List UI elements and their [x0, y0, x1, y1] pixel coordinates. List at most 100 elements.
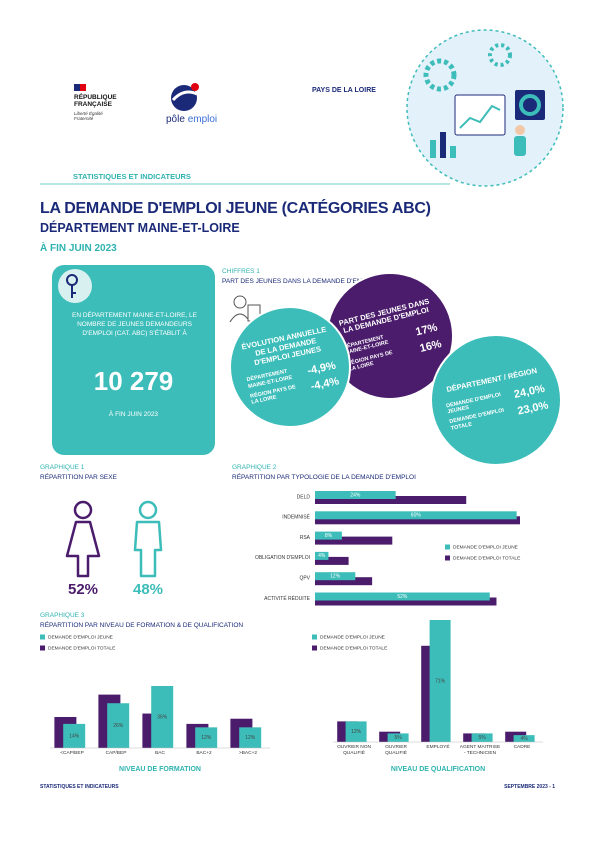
legend-swatch — [40, 645, 45, 651]
bar — [195, 727, 218, 748]
panel-donut — [519, 94, 541, 116]
icon-head — [138, 500, 158, 520]
value-label: 4% — [520, 736, 528, 742]
bar — [151, 686, 174, 748]
axis-title: NIVEAU DE FORMATION — [119, 766, 201, 773]
value-label: 12% — [330, 574, 341, 580]
legend-swatch — [312, 645, 317, 651]
bar — [315, 531, 342, 540]
legend-swatch — [312, 634, 317, 640]
section-label: GRAPHIQUE 3 — [40, 612, 85, 619]
category-label: OBLIGATION D'EMPLOI — [255, 555, 310, 561]
legend-label: DEMANDE D'EMPLOI JEUNE — [453, 544, 518, 550]
category-label: RSA — [300, 535, 311, 541]
bar — [315, 496, 467, 504]
key-date: À FIN JUIN 2023 — [108, 411, 159, 418]
axis-title: NIVEAU DE QUALIFICATION — [390, 766, 486, 773]
circle-value: 23,0% — [516, 399, 550, 418]
legend-swatch — [445, 555, 450, 561]
category-label: OUVRIER QUALIFIÉ — [385, 745, 407, 756]
section-label: GRAPHIQUE 1 — [40, 464, 85, 471]
value-label: 52% — [397, 594, 408, 600]
bar — [471, 733, 493, 742]
bar — [315, 536, 393, 545]
deco-bar — [440, 132, 446, 158]
category-label: BAC — [155, 751, 165, 756]
icon-body — [133, 520, 163, 578]
bar — [107, 703, 130, 748]
circle-value: -4,9% — [306, 359, 337, 377]
republic: RÉPUBLIQUE FRANÇAISE — [74, 94, 117, 109]
category-label: CADRE — [513, 745, 531, 750]
legend-swatch — [40, 634, 45, 640]
icon-body — [65, 520, 101, 578]
section-label: GRAPHIQUE 2 — [232, 464, 277, 471]
category-label: >BAC+2 — [238, 751, 258, 756]
gear — [488, 43, 512, 67]
value-label: 36% — [157, 714, 168, 720]
deco-bar — [430, 140, 436, 158]
bar — [513, 735, 535, 742]
footer-right: SEPTEMBRE 2023 - 1 — [504, 784, 555, 790]
key-value: 10 279 — [93, 366, 174, 396]
person-head — [515, 125, 525, 135]
category-label: QPV — [299, 576, 310, 582]
legend-label: DEMANDE D'EMPLOI TOTALE — [320, 645, 387, 651]
category-label: ACTIVITÉ RÉDUITE — [264, 595, 311, 602]
key-box — [52, 265, 215, 455]
bar — [315, 572, 356, 581]
value-label: 71% — [435, 678, 446, 684]
footer-left: STATISTIQUES ET INDICATEURS — [40, 784, 119, 790]
legend-swatch — [445, 544, 450, 550]
brand: pôle emploi — [166, 114, 217, 126]
bar — [239, 727, 262, 748]
value-label: 48% — [133, 581, 163, 598]
section: STATISTIQUES ET INDICATEURS — [73, 172, 191, 181]
female-icon — [65, 500, 101, 578]
value-label: 12% — [201, 735, 212, 741]
deco-bar — [450, 146, 456, 158]
section-title: RÉPARTITION PAR SEXE — [40, 474, 117, 481]
value-label: 52% — [68, 581, 98, 598]
category-label: INDEMNISÉ — [282, 514, 310, 521]
circle-value: 16% — [418, 337, 443, 355]
brand-part: emploi — [187, 114, 218, 125]
subtitle: DÉPARTEMENT MAINE-ET-LOIRE — [40, 221, 240, 235]
key-text: EN DÉPARTEMENT MAINE-ET-LOIRE, LE NOMBRE… — [72, 312, 197, 338]
category-label: OUVRIER NON QUALIFIÉ — [337, 745, 371, 756]
bar — [315, 556, 349, 565]
value-label: 12% — [245, 735, 256, 741]
bar — [315, 577, 373, 586]
motto: Liberté Égalité Fraternité — [74, 111, 103, 122]
bar — [315, 491, 396, 499]
category-label: BAC+2 — [196, 751, 212, 756]
bar — [315, 516, 520, 525]
person-icon — [233, 295, 247, 309]
value-label: 14% — [69, 733, 80, 739]
circle-value: -4,4% — [309, 375, 341, 394]
section-label: CHIFFRES 1 — [222, 268, 260, 275]
category-label: <CAP/BEP — [60, 751, 84, 756]
legend-label: DEMANDE D'EMPLOI TOTALE — [48, 645, 115, 651]
bar — [315, 511, 517, 520]
flag-blue — [74, 84, 80, 91]
logo-swoosh — [171, 90, 198, 102]
brand-part: pôle — [166, 114, 185, 125]
legend-label: DEMANDE D'EMPLOI JEUNE — [320, 634, 385, 640]
circle-value: 24,0% — [512, 382, 546, 401]
bar — [315, 551, 329, 560]
section-title: RÉPARTITION PAR TYPOLOGIE DE LA DEMANDE … — [232, 474, 416, 481]
section-title: RÉPARTITION PAR NIVEAU DE FORMATION & DE… — [40, 622, 244, 629]
legend-label: DEMANDE D'EMPLOI JEUNE — [48, 634, 113, 640]
value-label: 12% — [351, 729, 362, 735]
gear — [423, 58, 457, 92]
category-label: EMPLOYÉ — [426, 745, 450, 750]
date: À FIN JUIN 2023 — [40, 243, 117, 254]
category-label: AGENT MAITRISE - TECHNICIEN — [459, 745, 501, 756]
person-icon — [229, 313, 251, 323]
icon-head — [73, 500, 93, 520]
